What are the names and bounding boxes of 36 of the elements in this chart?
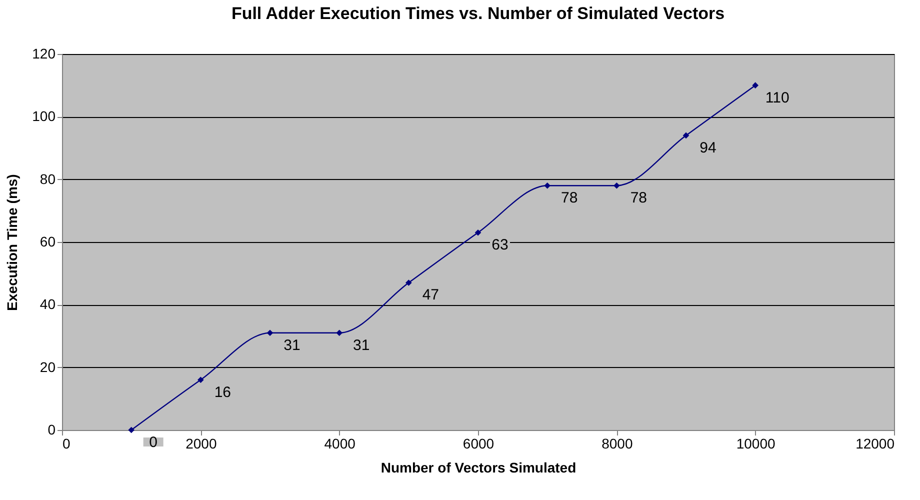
- y-tick-label: 100: [32, 108, 56, 124]
- data-label: 78: [630, 190, 648, 207]
- data-label: 78: [560, 190, 578, 207]
- data-label: 94: [700, 139, 716, 156]
- x-tick-label: 4000: [324, 436, 356, 452]
- data-label: 31: [352, 336, 370, 354]
- x-tick-label: 0: [62, 436, 70, 452]
- x-tick-label: 10000: [736, 436, 776, 452]
- data-label: 47: [422, 286, 440, 304]
- x-tick-label: 2000: [186, 436, 217, 452]
- y-tick-label: 120: [32, 46, 56, 62]
- point: [614, 182, 620, 189]
- x-tick-label: 8000: [602, 436, 633, 452]
- x-tick-label: 12000: [856, 436, 895, 452]
- y-tick-label: 0: [48, 422, 56, 438]
- data-label: 63: [492, 236, 508, 254]
- point: [474, 229, 482, 236]
- point: [128, 426, 134, 434]
- x-axis-title: Number of Vectors Simulated: [380, 460, 576, 476]
- x-tick-label: 6000: [462, 436, 494, 452]
- point: [544, 182, 550, 189]
- point: [682, 132, 690, 139]
- y-tick-label: 20: [40, 358, 56, 375]
- data-label: 16: [214, 384, 232, 401]
- chart-title: Full Adder Execution Times vs. Number of Simulated Vectors: [231, 4, 725, 23]
- point: [406, 280, 412, 286]
- point: [336, 330, 342, 336]
- point: [752, 82, 758, 88]
- y-tick-label: 80: [40, 170, 56, 187]
- point: [198, 376, 204, 384]
- point: [266, 330, 274, 336]
- data-label: 110: [765, 89, 790, 106]
- data-label: 31: [284, 336, 300, 354]
- y-tick-label: 40: [40, 296, 56, 312]
- y-axis-title: Execution Time (ms): [4, 174, 20, 311]
- y-tick-label: 60: [40, 234, 56, 250]
